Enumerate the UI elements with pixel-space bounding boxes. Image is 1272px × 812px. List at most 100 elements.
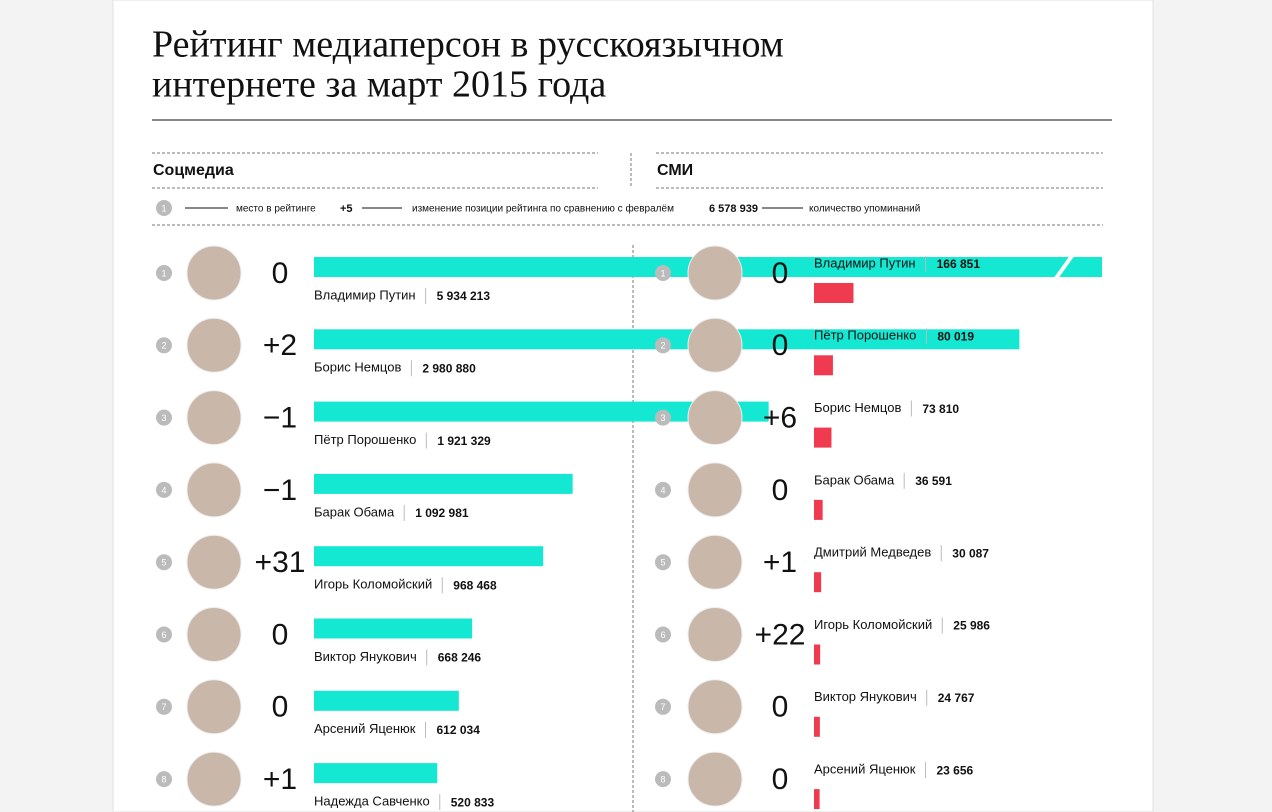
person-name: Виктор Янукович [314, 649, 417, 664]
rank: 6 [161, 630, 166, 640]
rank-badge [655, 409, 671, 426]
value-label: 80 019 [937, 329, 974, 343]
position-change: 0 [772, 257, 789, 290]
person-name: Борис Немцов [814, 400, 901, 415]
photo [186, 751, 242, 807]
bar [814, 644, 821, 665]
photo [687, 317, 743, 373]
title-line: интернете за март 2015 года [152, 64, 606, 106]
photo [186, 245, 242, 301]
rank: 3 [161, 413, 166, 423]
photo [186, 462, 242, 518]
position-change: 0 [272, 691, 289, 724]
rank: 6 [660, 630, 665, 640]
media-panel: 1 0 Владимир Путин 166 851 2 0 Пётр Порошенко 8… [655, 245, 990, 807]
legend-count: 6 578 939 [709, 203, 758, 215]
photo [186, 317, 242, 373]
position-change: 0 [272, 618, 289, 651]
rank-badge [156, 626, 172, 643]
bar [314, 763, 438, 784]
person-name: Дмитрий Медведев [814, 545, 931, 560]
rank: 1 [161, 268, 166, 278]
value-label: 30 087 [952, 546, 989, 560]
rank-badge [156, 554, 172, 571]
person-name: Барак Обама [314, 504, 395, 519]
position-change: +1 [263, 763, 297, 796]
rank: 7 [660, 702, 665, 712]
bar [314, 690, 459, 711]
rank-badge [655, 265, 671, 281]
rank-badge [655, 554, 671, 571]
social-panel: 1 0 Владимир Путин 5 934 213 2 +2 Борис Немцов… [156, 245, 1102, 811]
rank: 1 [660, 268, 665, 278]
position-change: +2 [263, 329, 297, 362]
rank-badge [156, 265, 172, 281]
person-name: Игорь Коломойский [314, 577, 432, 592]
bar [814, 499, 823, 520]
rank-badge [655, 771, 671, 788]
bar [814, 427, 832, 448]
bar-break [1052, 251, 1076, 283]
rank: 7 [161, 702, 166, 712]
rank-badge [655, 698, 671, 715]
position-change: +22 [755, 618, 806, 651]
value-label: 5 934 213 [437, 289, 491, 303]
person-name: Борис Немцов [314, 360, 401, 375]
rank: 2 [660, 341, 665, 351]
bar [314, 473, 573, 494]
person-name: Игорь Коломойский [814, 617, 932, 632]
bar [814, 572, 822, 593]
person-name: Пётр Порошенко [814, 328, 916, 343]
position-change: 0 [772, 691, 789, 724]
rank: 5 [161, 558, 166, 568]
value-label: 612 034 [436, 723, 480, 737]
rank-badge [156, 337, 172, 354]
photo [186, 534, 242, 590]
value-label: 24 767 [938, 691, 975, 705]
bar [814, 355, 833, 376]
legend-rank-badge [156, 200, 172, 216]
value-label: 23 656 [936, 763, 973, 777]
photo [687, 751, 743, 807]
position-change: +1 [763, 546, 797, 579]
rank: 4 [161, 485, 166, 495]
photo [687, 462, 743, 518]
photo [186, 390, 242, 446]
rank: 2 [161, 341, 166, 351]
person-name: Надежда Савченко [314, 794, 430, 809]
position-change: 0 [772, 474, 789, 507]
rank-badge [655, 337, 671, 354]
rank: 5 [660, 558, 665, 568]
position-change: +31 [255, 546, 306, 579]
bar [814, 283, 854, 303]
value-label: 520 833 [451, 795, 495, 809]
rank-badge [655, 626, 671, 643]
value-label: 25 986 [953, 619, 990, 633]
bar [314, 618, 473, 639]
photo [687, 607, 743, 662]
person-name: Арсений Яценюк [814, 762, 916, 777]
person-name: Арсений Яценюк [314, 721, 416, 736]
photo [687, 390, 743, 446]
person-name: Владимир Путин [814, 255, 916, 270]
rank: 8 [660, 774, 665, 784]
section-title: СМИ [657, 162, 693, 179]
rank: 3 [660, 413, 665, 423]
rank: 8 [161, 774, 166, 784]
legend-change: +5 [340, 203, 353, 215]
legend-text: изменение позиции рейтинга по сравнению … [412, 203, 674, 215]
position-change: 0 [772, 329, 789, 362]
value-label: 1 092 981 [415, 506, 469, 520]
value-label: 36 591 [915, 474, 952, 488]
position-change: 0 [772, 763, 789, 796]
bar [314, 401, 769, 422]
photo [687, 534, 743, 590]
legend-text: место в рейтинге [236, 204, 316, 215]
photo [687, 679, 743, 735]
person-name: Пётр Порошенко [314, 432, 416, 447]
title-line: Рейтинг медиаперсон в русскоязычном [152, 24, 784, 66]
rank-badge [655, 481, 671, 498]
legend-text: количество упоминаний [809, 204, 920, 215]
photo [687, 245, 743, 301]
